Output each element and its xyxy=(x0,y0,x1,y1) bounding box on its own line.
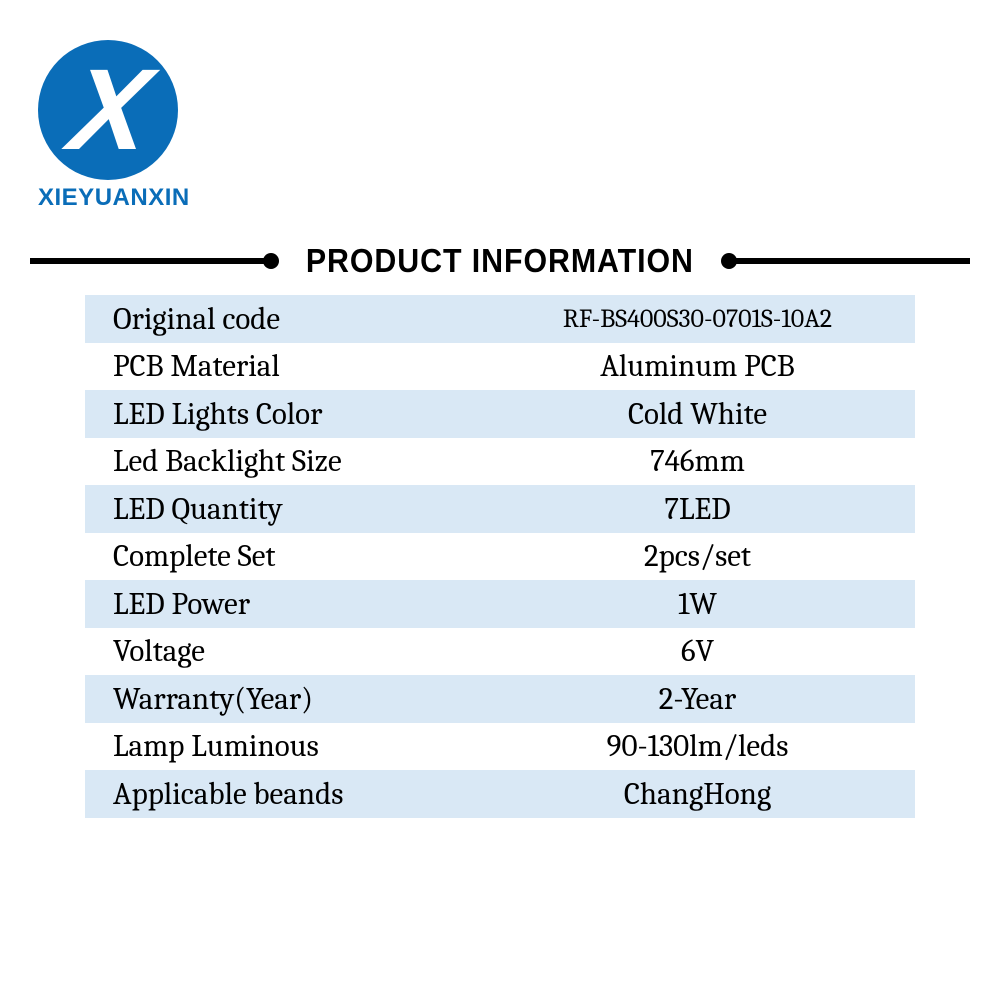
section-heading-bar: PRODUCT INFORMATION xyxy=(0,242,1000,280)
table-row: LED Quantity7LED xyxy=(85,485,915,533)
section-heading: PRODUCT INFORMATION xyxy=(288,242,713,280)
spec-label: Warranty(Year) xyxy=(85,681,480,717)
spec-value: Cold White xyxy=(480,396,915,432)
brand-logo: X XIEYUANXIN xyxy=(38,40,190,212)
spec-label: Complete Set xyxy=(85,538,480,574)
spec-label: LED Lights Color xyxy=(85,396,480,432)
table-row: Led Backlight Size746mm xyxy=(85,438,915,486)
heading-rule-left xyxy=(30,258,269,264)
table-row: Warranty(Year)2-Year xyxy=(85,675,915,723)
brand-logo-letter: X xyxy=(64,53,152,168)
spec-value: 1W xyxy=(480,586,915,622)
table-row: LED Power1W xyxy=(85,580,915,628)
spec-label: Voltage xyxy=(85,633,480,669)
table-row: Complete Set2pcs/set xyxy=(85,533,915,581)
spec-label: PCB Material xyxy=(85,348,480,384)
spec-value: 2-Year xyxy=(480,681,915,717)
spec-value: 90-130lm/leds xyxy=(480,728,915,764)
spec-value: ChangHong xyxy=(480,776,915,812)
spec-label: Led Backlight Size xyxy=(85,443,480,479)
table-row: Lamp Luminous90-130lm/leds xyxy=(85,723,915,771)
table-row: Original codeRF-BS400S30-0701S-10A2 xyxy=(85,295,915,343)
spec-table: Original codeRF-BS400S30-0701S-10A2PCB M… xyxy=(85,295,915,818)
spec-value: RF-BS400S30-0701S-10A2 xyxy=(480,304,915,334)
table-row: Voltage6V xyxy=(85,628,915,676)
brand-name: XIEYUANXIN xyxy=(38,184,190,212)
table-row: Applicable beandsChangHong xyxy=(85,770,915,818)
brand-logo-circle: X xyxy=(38,40,178,180)
spec-label: Lamp Luminous xyxy=(85,728,480,764)
spec-value: 746mm xyxy=(480,443,915,479)
spec-label: Applicable beands xyxy=(85,776,480,812)
table-row: LED Lights ColorCold White xyxy=(85,390,915,438)
spec-label: Original code xyxy=(85,301,480,337)
spec-label: LED Quantity xyxy=(85,491,480,527)
heading-rule-right xyxy=(731,258,970,264)
spec-value: Aluminum PCB xyxy=(480,348,915,384)
spec-value: 2pcs/set xyxy=(480,538,915,574)
table-row: PCB MaterialAluminum PCB xyxy=(85,343,915,391)
spec-label: LED Power xyxy=(85,586,480,622)
spec-value: 7LED xyxy=(480,491,915,527)
spec-value: 6V xyxy=(480,633,915,669)
